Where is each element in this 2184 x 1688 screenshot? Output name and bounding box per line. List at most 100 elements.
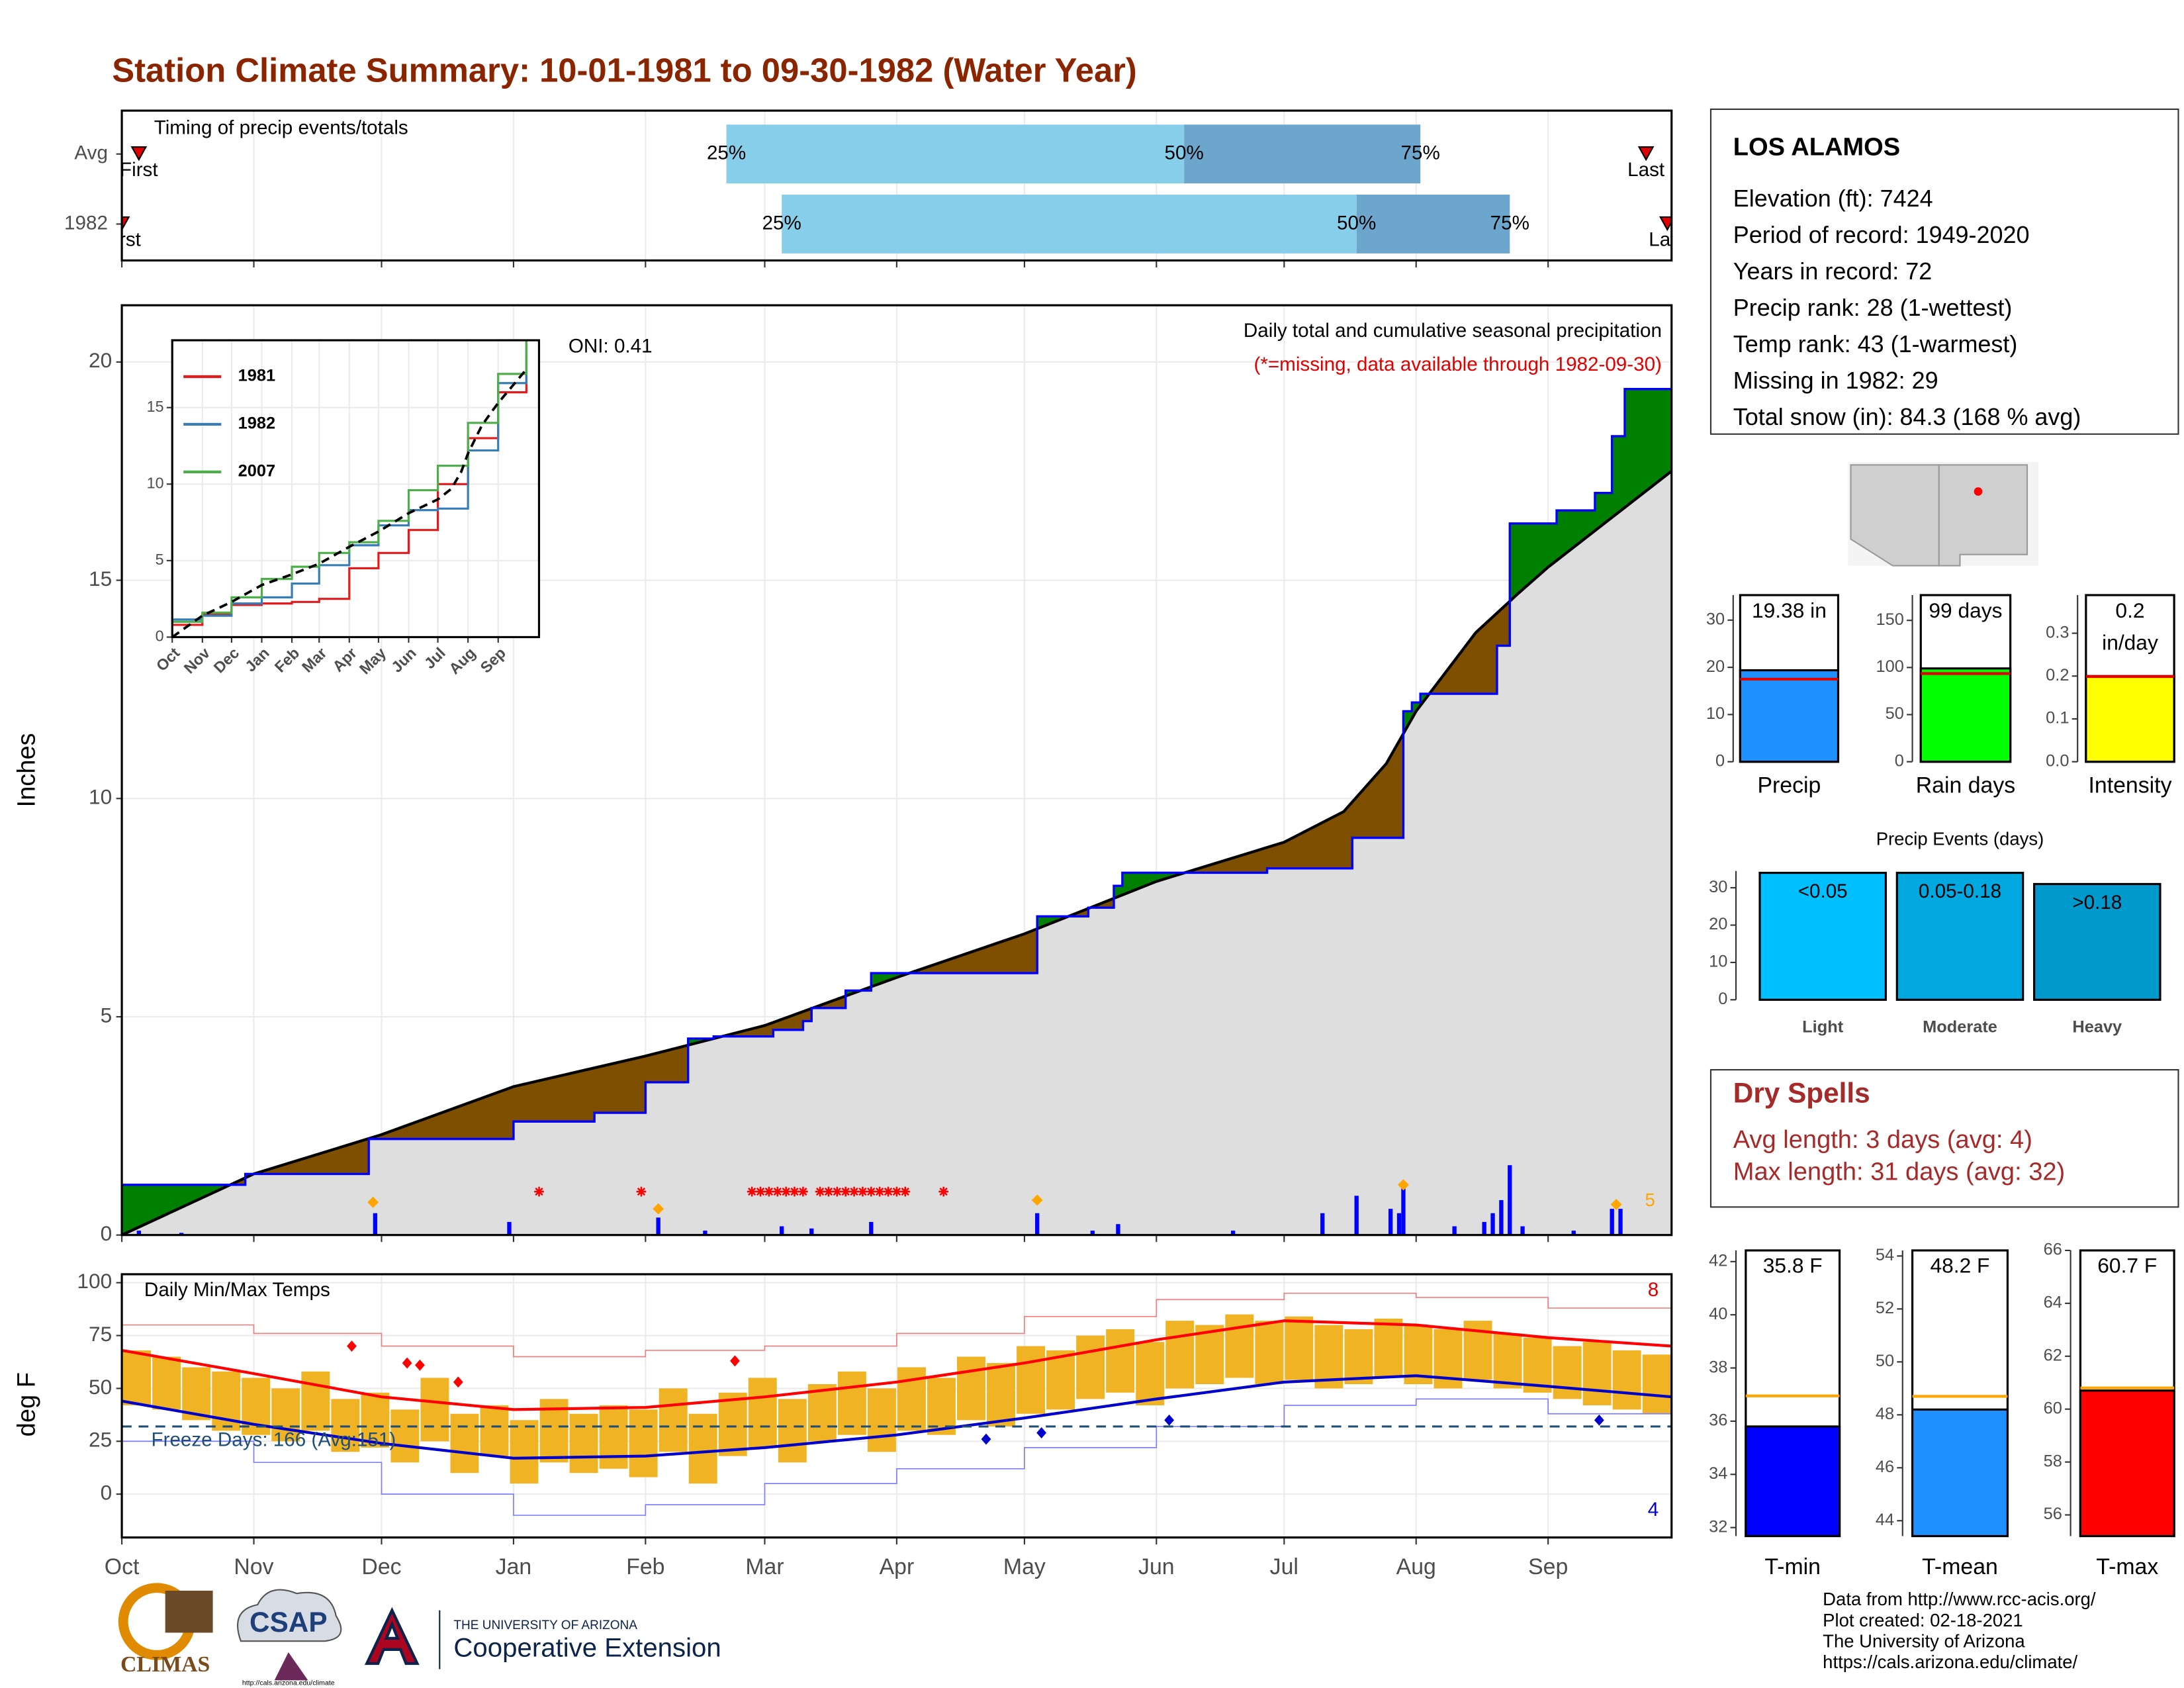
y-tick-label: 40 bbox=[1709, 1305, 1727, 1323]
event-bar bbox=[1758, 871, 1887, 1001]
y-tick-label: 50 bbox=[1886, 704, 1904, 723]
bar-label: >0.18 bbox=[2072, 892, 2122, 914]
daily-temp-bar bbox=[1017, 1346, 1046, 1414]
record-marker bbox=[981, 1433, 991, 1445]
y-tick-label: 10 bbox=[89, 785, 112, 809]
value-label: 19.38 in bbox=[1752, 598, 1827, 622]
dry-spell-line: Avg length: 3 days (avg: 4) bbox=[1733, 1126, 2032, 1154]
daily-precip-bar bbox=[656, 1217, 660, 1235]
quartile-label: 25% bbox=[707, 142, 746, 164]
stat-bar bbox=[1745, 1425, 1841, 1538]
daily-temp-bar bbox=[629, 1409, 658, 1477]
climas-label: CLIMAS bbox=[120, 1652, 210, 1677]
daily-temp-bar bbox=[301, 1371, 330, 1431]
daily-temp-bar bbox=[1165, 1321, 1195, 1389]
station-line: Period of record: 1949-2020 bbox=[1733, 221, 2030, 248]
category-label: Light bbox=[1802, 1017, 1844, 1036]
category-label: Heavy bbox=[2072, 1017, 2122, 1036]
y-tick-label: 25 bbox=[89, 1428, 112, 1452]
daily-temp-bar bbox=[569, 1413, 598, 1474]
missing-marker bbox=[858, 1186, 868, 1197]
daily-temp-bar bbox=[1076, 1335, 1105, 1399]
quartile-bar bbox=[782, 195, 1357, 254]
value-label: 35.8 F bbox=[1763, 1254, 1823, 1278]
csap-label: CSAP bbox=[250, 1607, 328, 1638]
x-tick-label: Jun bbox=[1138, 1554, 1175, 1579]
bar-label: 0.05-0.18 bbox=[1919, 880, 2001, 902]
csap-mountain bbox=[274, 1652, 308, 1681]
y-tick-label: 56 bbox=[2044, 1505, 2062, 1523]
y-tick-label: 46 bbox=[1876, 1458, 1894, 1476]
stat-bar bbox=[1911, 1408, 2009, 1538]
record-marker bbox=[1036, 1427, 1047, 1438]
daily-precip-bar bbox=[1520, 1226, 1525, 1235]
x-tick-label: Jan bbox=[496, 1554, 532, 1579]
y-tick-label: 20 bbox=[1706, 657, 1725, 676]
stat-bar bbox=[1739, 669, 1840, 763]
oni-label: ONI: 0.41 bbox=[569, 335, 653, 357]
daily-precip-bar bbox=[1320, 1213, 1325, 1235]
y-tick-label: 150 bbox=[1876, 610, 1904, 629]
y-axis-title: deg F bbox=[13, 1372, 40, 1436]
panel-frame bbox=[120, 109, 1673, 262]
missing-marker bbox=[866, 1186, 876, 1197]
csap-url: http://cals.arizona.edu/climate bbox=[242, 1679, 335, 1687]
category-label: Avg bbox=[74, 142, 108, 164]
station-box bbox=[1709, 108, 2179, 435]
category-label: T-max bbox=[2096, 1554, 2158, 1579]
quartile-label: 75% bbox=[1490, 212, 1529, 234]
missing-marker bbox=[832, 1186, 842, 1197]
daily-temp-bar bbox=[778, 1399, 807, 1463]
y-tick-label: 32 bbox=[1709, 1517, 1727, 1536]
min-label: 4 bbox=[1648, 1499, 1659, 1521]
value-label: 99 days bbox=[1929, 598, 2002, 622]
daily-temp-bar bbox=[510, 1420, 539, 1484]
map-arizona bbox=[1850, 464, 1940, 567]
footer-line: Plot created: 02-18-2021 bbox=[1823, 1610, 2023, 1630]
event-marker bbox=[130, 146, 148, 162]
daily-temp-bar bbox=[331, 1399, 360, 1452]
stat-bar bbox=[1919, 667, 2012, 763]
y-tick-label: 0.0 bbox=[2046, 751, 2069, 770]
y-tick-label: 10 bbox=[147, 474, 164, 491]
footer-line: Data from http://www.rcc-acis.org/ bbox=[1823, 1589, 2096, 1609]
event-label: First bbox=[120, 159, 158, 181]
y-tick-label: 0 bbox=[1715, 751, 1725, 770]
daily-precip-bar bbox=[1401, 1187, 1406, 1235]
daily-temp-bar bbox=[390, 1409, 420, 1463]
y-tick-label: 10 bbox=[1709, 953, 1727, 971]
records-max-line bbox=[122, 1292, 1672, 1358]
missing-marker bbox=[764, 1186, 774, 1197]
event-bar bbox=[2033, 882, 2161, 1001]
panel-title: Daily total and cumulative seasonal prec… bbox=[1244, 320, 1662, 342]
station-line: Total snow (in): 84.3 (168 % avg) bbox=[1733, 403, 2081, 430]
category-label: 1982 bbox=[64, 212, 108, 234]
category-label: T-min bbox=[1764, 1554, 1821, 1579]
ua-logo bbox=[364, 1607, 420, 1665]
normals-min-line bbox=[121, 1374, 1672, 1460]
quartile-bar bbox=[1356, 195, 1510, 254]
panel-subtitle: (*=missing, data available through 1982-… bbox=[1254, 353, 1662, 375]
station-line: Temp rank: 43 (1-warmest) bbox=[1733, 330, 2018, 357]
daily-temp-bar bbox=[987, 1363, 1015, 1427]
missing-marker bbox=[747, 1186, 757, 1197]
record-marker bbox=[415, 1359, 425, 1371]
y-tick-label: 5 bbox=[156, 551, 164, 568]
x-tick-label: Jul bbox=[1270, 1554, 1298, 1579]
dry-spell-line: Max length: 31 days (avg: 32) bbox=[1733, 1158, 2065, 1186]
daily-precip-bar bbox=[1452, 1226, 1457, 1235]
daily-temp-bar bbox=[1553, 1346, 1582, 1399]
university-label: THE UNIVERSITY OF ARIZONA bbox=[453, 1618, 637, 1632]
missing-marker bbox=[900, 1186, 911, 1197]
daily-temp-bar bbox=[1642, 1354, 1671, 1414]
daily-temp-bar bbox=[450, 1413, 479, 1474]
y-tick-label: 0 bbox=[101, 1221, 113, 1245]
daily-temp-bar bbox=[122, 1350, 152, 1405]
max-label: 5 bbox=[1645, 1190, 1655, 1210]
station-line: Years in record: 72 bbox=[1733, 258, 1932, 285]
daily-temp-bar bbox=[867, 1388, 896, 1452]
daily-precip-bar bbox=[1388, 1209, 1393, 1235]
y-tick-label: 0 bbox=[101, 1480, 113, 1504]
footer-line: The University of Arizona bbox=[1823, 1631, 2025, 1652]
climas-emblem-block bbox=[165, 1590, 213, 1633]
